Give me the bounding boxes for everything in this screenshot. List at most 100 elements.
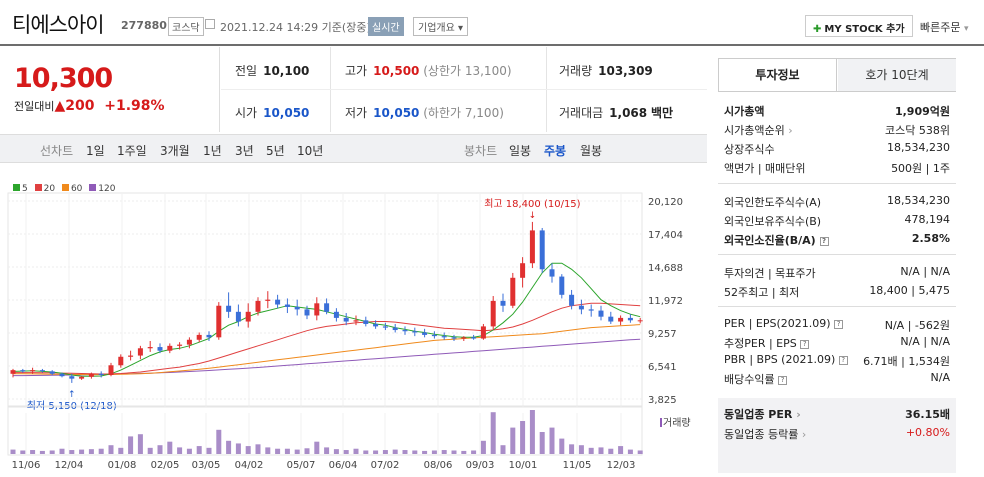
volume-bar <box>422 450 428 454</box>
tab-orderbook[interactable]: 호가 10단계 <box>838 59 956 91</box>
help-icon[interactable]: ? <box>800 339 810 349</box>
line-chart-label: 선차트 <box>40 144 74 158</box>
help-icon[interactable]: ? <box>819 236 829 246</box>
candle-body <box>578 305 584 310</box>
candle-body <box>480 326 486 339</box>
help-icon[interactable]: ? <box>778 375 788 385</box>
chevron-right-icon: › <box>796 408 801 421</box>
candle-body <box>441 336 447 338</box>
volume-bar <box>30 450 36 454</box>
volume-bar <box>588 447 594 454</box>
help-icon[interactable]: ? <box>838 355 848 365</box>
candle-weekly[interactable]: 주봉 <box>544 144 567 158</box>
divider <box>718 183 956 184</box>
candle-body <box>294 306 300 310</box>
candle-body <box>30 370 36 372</box>
volume-bar <box>39 450 45 454</box>
candle-body <box>235 311 241 322</box>
candle-body <box>196 334 202 340</box>
volume-bar <box>343 450 349 454</box>
help-icon[interactable]: ? <box>834 319 844 329</box>
period-3y[interactable]: 3년 <box>235 144 254 158</box>
candle-body <box>569 294 575 306</box>
chevron-right-icon: › <box>788 124 793 137</box>
candle-body <box>265 299 271 301</box>
period-10y[interactable]: 10년 <box>297 144 324 158</box>
y-tick-label: 6,541 <box>648 362 677 373</box>
mystock-add-button[interactable]: ✚ MY STOCK 추가 <box>805 15 913 37</box>
volume-bar <box>490 412 496 454</box>
x-tick-label: 12/03 <box>607 460 636 471</box>
candle-body <box>373 323 379 327</box>
legend-ma20: 20 <box>43 184 56 194</box>
candle-body <box>618 317 624 322</box>
tab-investment-info[interactable]: 투자정보 <box>719 59 837 91</box>
period-1w[interactable]: 1주일 <box>117 144 147 158</box>
volume-bar <box>441 450 447 454</box>
volume-bar <box>147 447 153 454</box>
chevron-down-icon: ▾ <box>458 23 464 34</box>
x-tick-label: 01/08 <box>108 460 137 471</box>
volume-bar <box>206 447 212 454</box>
volume-bar <box>167 441 173 454</box>
candle-body <box>128 355 134 357</box>
period-1y[interactable]: 1년 <box>203 144 222 158</box>
stock-code: 277880 <box>121 19 167 32</box>
trade-amount: 거래대금 1,068 백만 <box>559 106 674 120</box>
candle-body <box>255 300 261 312</box>
volume-bar <box>549 427 555 454</box>
candle-body <box>451 337 457 339</box>
candle-body <box>20 370 26 372</box>
triangle-up-icon: ▲ <box>54 98 66 114</box>
volume-bar <box>284 448 290 454</box>
info-tabs: 투자정보 호가 10단계 <box>718 58 956 92</box>
change-percent: +1.98% <box>104 98 165 114</box>
candle-body <box>49 371 55 374</box>
candle-body <box>186 339 192 345</box>
quick-order-button[interactable]: 빠른주문 ▾ <box>920 19 969 35</box>
candle-body <box>333 311 339 318</box>
arrow-up-icon: ↑ <box>68 390 76 400</box>
candle-body <box>598 310 604 317</box>
x-tick-label: 05/07 <box>287 460 316 471</box>
candle-monthly[interactable]: 월봉 <box>580 144 603 158</box>
ma5-line <box>12 262 641 377</box>
volume-bar <box>529 410 535 454</box>
volume-bar <box>275 448 281 454</box>
volume-bar <box>500 445 506 454</box>
stock-chart[interactable]: 20,120 17,404 14,688 11,972 9,257 6,541 3,825 1… <box>0 180 707 477</box>
volume-bar <box>196 446 202 454</box>
realtime-badge[interactable]: 실시간 <box>368 17 404 36</box>
y-tick-label: 11,972 <box>648 296 683 307</box>
market-badge: 코스닥 <box>168 17 204 36</box>
candle-body <box>147 347 153 349</box>
candle-daily[interactable]: 일봉 <box>509 144 532 158</box>
candle-body <box>529 230 535 264</box>
price-block: 10,300 전일대비▲200 +1.98% <box>0 47 220 132</box>
divider <box>718 306 956 307</box>
x-tick-label: 11/05 <box>563 460 592 471</box>
volume-bar <box>324 447 330 454</box>
legend-ma60: 60 <box>70 184 83 194</box>
company-overview-dropdown[interactable]: 기업개요 ▾ <box>413 17 469 36</box>
period-3m[interactable]: 3개월 <box>160 144 190 158</box>
mystock-label: MY STOCK 추가 <box>824 24 905 35</box>
volume-bar <box>608 448 614 454</box>
divider <box>718 254 956 255</box>
volume-label: 거래량 <box>663 417 691 429</box>
candle-body <box>118 356 124 366</box>
period-1d[interactable]: 1일 <box>86 144 105 158</box>
volume-bar <box>304 448 310 454</box>
candle-body <box>304 309 310 316</box>
volume-bar <box>382 450 388 454</box>
volume-bar <box>627 449 633 454</box>
volume-bar <box>402 450 408 454</box>
volume-bar <box>314 441 320 454</box>
x-tick-label: 12/04 <box>55 460 84 471</box>
candle-body <box>157 347 163 351</box>
x-tick-label: 10/01 <box>509 460 538 471</box>
volume-bar <box>69 450 75 454</box>
period-5y[interactable]: 5년 <box>266 144 285 158</box>
volume-bar <box>265 447 271 454</box>
candle-body <box>637 320 643 322</box>
